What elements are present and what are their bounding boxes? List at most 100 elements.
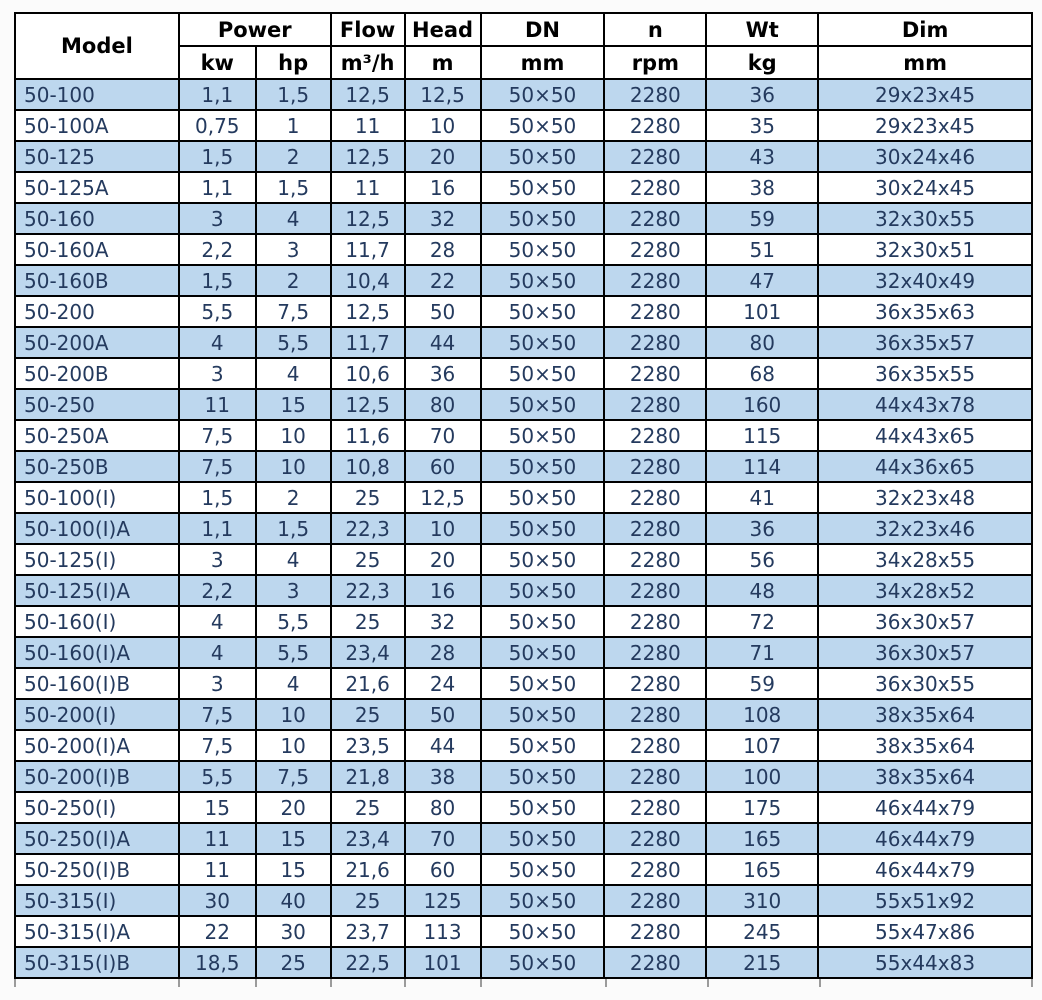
cell-dn: 50×50 <box>479 78 606 111</box>
cell-n: 2280 <box>603 884 708 917</box>
cell-model: 50-200A <box>14 326 180 359</box>
table-row: 50-250(I)A 11 15 23,4 70 50×50 2280 165 46x44x79 <box>14 822 1033 855</box>
cell-dim: 55x51x92 <box>817 884 1033 917</box>
cell-head: 10 <box>403 512 482 545</box>
cell-kw: 7,5 <box>177 729 257 762</box>
cell-kw: 1,1 <box>177 512 257 545</box>
cell-flow: 12,5 <box>329 140 406 173</box>
table-row: 50-315(I)B 18,5 25 22,5 101 50×50 2280 215 55x44… <box>14 946 1033 979</box>
table-row: 50-160(I)A 4 5,5 23,4 28 50×50 2280 71 36x30x57 <box>14 636 1033 669</box>
cell-flow: 11 <box>329 171 406 204</box>
cell-head: 24 <box>403 667 482 700</box>
cell-kw: 0,75 <box>177 109 257 142</box>
cell-n: 2280 <box>603 574 708 607</box>
cell-dn: 50×50 <box>479 915 606 948</box>
table-row: 50-100(I)A 1,1 1,5 22,3 10 50×50 2280 36 32x23x4… <box>14 512 1033 545</box>
cell-model: 50-315(I) <box>14 884 180 917</box>
cell-dn: 50×50 <box>479 109 606 142</box>
cell-dn: 50×50 <box>479 946 606 979</box>
cell-head: 60 <box>403 450 482 483</box>
cell-kw: 18,5 <box>177 946 257 979</box>
cell-head: 28 <box>403 233 482 266</box>
col-header-n: n <box>603 12 708 47</box>
cell-head: 16 <box>403 171 482 204</box>
cell-wt: 80 <box>705 326 820 359</box>
cell-dim: 44x43x78 <box>817 388 1033 421</box>
cell-flow: 21,6 <box>329 667 406 700</box>
cell-dn: 50×50 <box>479 884 606 917</box>
cell-model: 50-200 <box>14 295 180 328</box>
cell-model: 50-200(I)B <box>14 760 180 793</box>
cell-kw: 2,2 <box>177 233 257 266</box>
table-row: 50-160(I) 4 5,5 25 32 50×50 2280 72 36x30x57 <box>14 605 1033 638</box>
cell-kw: 2,2 <box>177 574 257 607</box>
cell-wt: 175 <box>705 791 820 824</box>
cell-dim: 55x44x83 <box>817 946 1033 979</box>
cell-hp: 1 <box>254 109 332 142</box>
cell-dn: 50×50 <box>479 853 606 886</box>
cell-dim: 46x44x79 <box>817 822 1033 855</box>
cell-head: 12,5 <box>403 78 482 111</box>
cell-hp: 10 <box>254 450 332 483</box>
cell-flow: 25 <box>329 791 406 824</box>
cell-hp: 1,5 <box>254 512 332 545</box>
cell-kw: 4 <box>177 636 257 669</box>
cell-model: 50-125A <box>14 171 180 204</box>
cell-flow: 12,5 <box>329 78 406 111</box>
cell-wt: 35 <box>705 109 820 142</box>
cell-wt: 310 <box>705 884 820 917</box>
cell-kw: 7,5 <box>177 419 257 452</box>
cell-n: 2280 <box>603 419 708 452</box>
cell-n: 2280 <box>603 388 708 421</box>
cell-dn: 50×50 <box>479 760 606 793</box>
cell-kw: 1,1 <box>177 171 257 204</box>
cell-kw: 3 <box>177 543 257 576</box>
cell-flow: 25 <box>329 698 406 731</box>
cell-dn: 50×50 <box>479 450 606 483</box>
cell-hp: 30 <box>254 915 332 948</box>
cell-wt: 59 <box>705 202 820 235</box>
header-row-units: kw hp m³/h m mm rpm kg mm <box>15 45 1033 80</box>
cell-n: 2280 <box>603 512 708 545</box>
cell-head: 44 <box>403 326 482 359</box>
table-header: Model Power Flow Head DN n Wt Dim kw hp … <box>14 12 1033 80</box>
cell-n: 2280 <box>603 264 708 297</box>
cell-dn: 50×50 <box>479 667 606 700</box>
cell-flow: 10,4 <box>329 264 406 297</box>
cell-flow: 23,4 <box>329 636 406 669</box>
cell-wt: 165 <box>705 822 820 855</box>
cell-model: 50-125 <box>14 140 180 173</box>
cell-head: 80 <box>403 388 482 421</box>
cell-dim: 29x23x45 <box>817 109 1033 142</box>
cell-kw: 3 <box>177 667 257 700</box>
cell-flow: 12,5 <box>329 388 406 421</box>
cell-kw: 1,5 <box>177 481 257 514</box>
cell-hp: 4 <box>254 543 332 576</box>
cell-wt: 48 <box>705 574 820 607</box>
cell-hp: 7,5 <box>254 295 332 328</box>
cell-model: 50-200B <box>14 357 180 390</box>
cell-n: 2280 <box>603 915 708 948</box>
cell-kw: 3 <box>177 357 257 390</box>
cell-kw: 5,5 <box>177 760 257 793</box>
table-row: 50-315(I) 30 40 25 125 50×50 2280 310 55x51x92 <box>14 884 1033 917</box>
cell-n: 2280 <box>603 295 708 328</box>
cell-dn: 50×50 <box>479 388 606 421</box>
cell-dim: 34x28x55 <box>817 543 1033 576</box>
cell-model: 50-125(I)A <box>14 574 180 607</box>
cell-dim: 29x23x45 <box>817 78 1033 111</box>
cell-kw: 4 <box>177 605 257 638</box>
cell-flow: 25 <box>329 884 406 917</box>
cell-n: 2280 <box>603 140 708 173</box>
table-row: 50-250(I) 15 20 25 80 50×50 2280 175 46x44x79 <box>14 791 1033 824</box>
cell-dim: 38x35x64 <box>817 760 1033 793</box>
cell-wt: 100 <box>705 760 820 793</box>
cell-hp: 4 <box>254 357 332 390</box>
cell-hp: 40 <box>254 884 332 917</box>
cell-model: 50-100 <box>14 78 180 111</box>
cell-dim: 36x30x55 <box>817 667 1033 700</box>
tick-mark <box>178 979 181 987</box>
cell-wt: 47 <box>705 264 820 297</box>
tick-mark <box>818 979 821 987</box>
col-header-dn: DN <box>479 12 606 47</box>
